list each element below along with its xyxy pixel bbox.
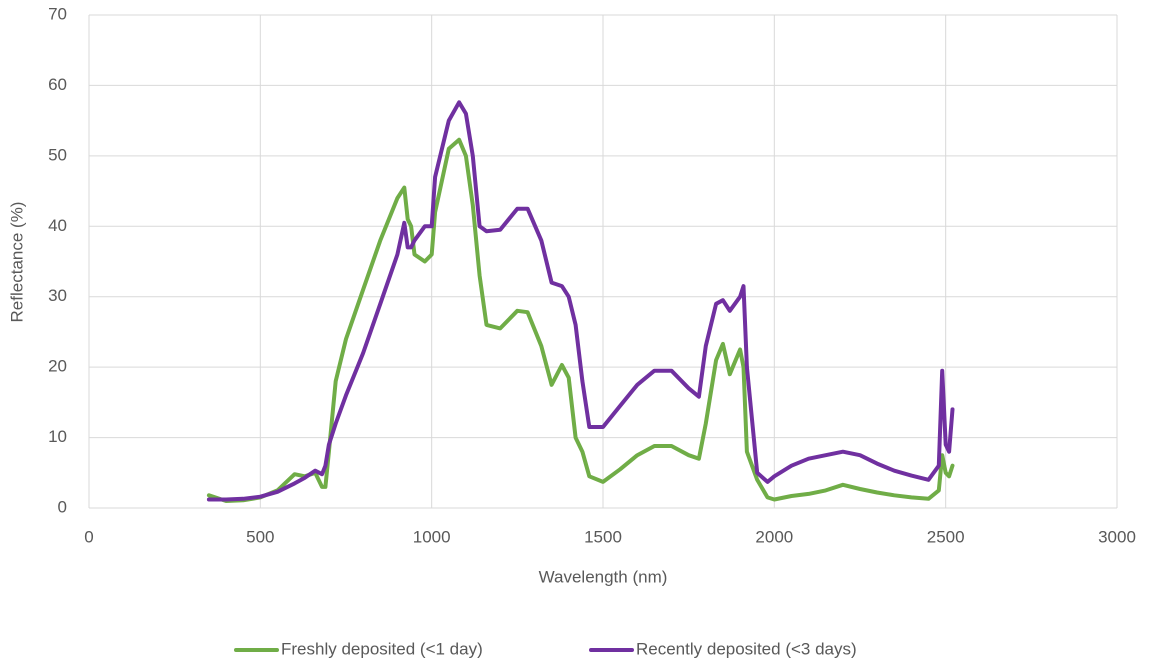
x-tick-label: 1500 [584, 527, 622, 546]
x-tick-label: 2000 [755, 527, 793, 546]
data-line [206, 137, 955, 503]
y-tick-label: 20 [48, 357, 67, 376]
y-tick-label: 70 [48, 4, 67, 23]
x-tick-label: 3000 [1098, 527, 1136, 546]
data-line [206, 100, 955, 502]
x-axis-title: Wavelength (nm) [539, 567, 668, 586]
y-tick-label: 30 [48, 286, 67, 305]
x-tick-label: 2500 [927, 527, 965, 546]
x-tick-label: 500 [246, 527, 274, 546]
y-tick-label: 10 [48, 427, 67, 446]
y-tick-label: 40 [48, 216, 67, 235]
y-tick-label: 0 [58, 497, 67, 516]
y-tick-label: 60 [48, 75, 67, 94]
y-tick-label: 50 [48, 145, 67, 164]
x-tick-label: 0 [84, 527, 93, 546]
legend-label: Recently deposited (<3 days) [636, 639, 857, 658]
y-axis-title: Reflectance (%) [7, 202, 26, 323]
legend-label: Freshly deposited (<1 day) [281, 639, 483, 658]
x-tick-label: 1000 [413, 527, 451, 546]
